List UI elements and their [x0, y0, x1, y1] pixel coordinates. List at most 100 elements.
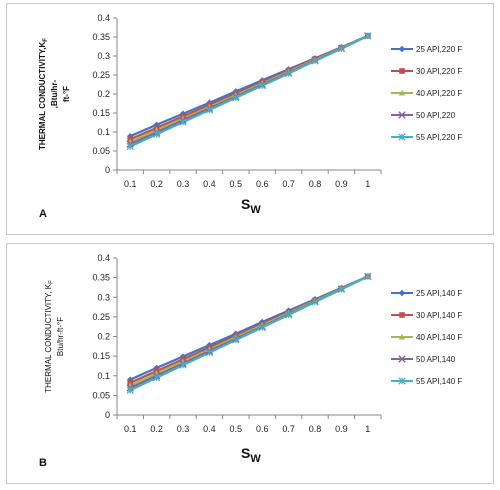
legend-item: 25 API,220 F: [391, 38, 500, 60]
chart-legend: 25 API,220 F 30 API,220 F 40 API,220 F 50 A…: [391, 38, 500, 148]
x-tick-label: 0.7: [282, 424, 295, 434]
legend-swatch: [391, 111, 413, 119]
legend-label: 25 API,220 F: [416, 44, 463, 54]
y-tick-label: 0.15: [92, 108, 110, 118]
y-tick-label: 0.2: [97, 332, 110, 342]
x-tick-label: 0.8: [309, 179, 322, 189]
legend-label: 25 API,140 F: [416, 288, 463, 298]
legend-swatch: [391, 133, 413, 141]
legend-marker: [398, 133, 406, 141]
x-tick-label: 0.1: [124, 424, 137, 434]
x-tick-label: 0.1: [124, 179, 137, 189]
data-point: [258, 82, 266, 90]
y-tick-label: 0.4: [97, 13, 110, 23]
chart-legend: 25 API,140 F 30 API,140 F 40 API,140 F 50 A…: [391, 282, 500, 392]
data-point: [205, 348, 214, 357]
y-tick-label: 0: [105, 410, 110, 420]
legend-swatch: [391, 377, 413, 385]
legend-swatch: [391, 68, 413, 74]
chart-panel-b: 0 0.05 0.1 0.15 0.2 0.25 0.3 0.35 0.4 0.1 0.2 0.3 0.…: [6, 243, 494, 484]
legend-item: 30 API,140 F: [391, 304, 500, 326]
legend-item: 40 API,220 F: [391, 82, 500, 104]
chart-svg: 0 0.05 0.1 0.15 0.2 0.25 0.3 0.35 0.4 0.1 0.2 0.3 0.…: [39, 253, 382, 469]
legend-item: 55 API,220 F: [391, 126, 500, 148]
legend-marker: [398, 89, 406, 96]
legend-item: 55 API,140 F: [391, 370, 500, 392]
series-line: [129, 34, 369, 148]
data-point: [205, 106, 214, 114]
x-tick-label: 0.5: [230, 424, 243, 434]
legend-label: 50 API,220: [416, 110, 456, 120]
legend-label: 30 API,220 F: [416, 66, 463, 76]
legend-label: 50 API,140: [416, 354, 456, 364]
chart-panel-a: 0 0.05 0.1 0.15 0.2 0.25 0.3 0.35 0.4 0.1 0.2 0.3 0.…: [6, 3, 494, 235]
x-tick-label: 0.2: [150, 424, 163, 434]
legend-swatch: [391, 333, 413, 340]
y-tick-label: 0.3: [97, 51, 110, 61]
y-tick-label: 0.25: [92, 70, 110, 80]
y-tick-label: 0.3: [97, 292, 110, 302]
legend-marker: [399, 312, 405, 318]
x-tick-label: 0.4: [203, 424, 216, 434]
x-tick-label: 0.3: [177, 424, 190, 434]
legend-item: 50 API,140: [391, 348, 500, 370]
data-point: [179, 361, 187, 369]
data-point: [364, 272, 372, 281]
legend-item: 30 API,220 F: [391, 60, 500, 82]
data-point: [284, 311, 293, 319]
legend-swatch: [391, 312, 413, 318]
data-point: [152, 374, 161, 382]
legend-label: 55 API,140 F: [416, 376, 463, 386]
y-axis-title: THERMAL CONDUCTIVITY, KF: [44, 280, 55, 393]
x-tick-label: 1: [365, 179, 370, 189]
x-tick-label: 0.4: [203, 179, 216, 189]
x-tick-label: 0.9: [335, 179, 348, 189]
legend-label: 55 API,220 F: [416, 132, 463, 142]
y-tick-label: 0.1: [97, 371, 110, 381]
y-axis-title: ,Btu/hr-: [50, 79, 59, 108]
legend-marker: [398, 355, 406, 363]
y-tick-label: 0: [105, 165, 110, 175]
x-tick-label: 0.3: [177, 179, 190, 189]
data-point: [179, 118, 187, 126]
data-point: [311, 57, 319, 65]
x-axis-title: SW: [241, 445, 261, 465]
x-tick-label: 1: [365, 424, 370, 434]
legend-swatch: [391, 45, 413, 53]
y-tick-label: 0.15: [92, 351, 110, 361]
data-point: [337, 285, 346, 294]
chart-svg: 0 0.05 0.1 0.15 0.2 0.25 0.3 0.35 0.4 0.1 0.2 0.3 0.…: [38, 13, 382, 220]
legend-swatch: [391, 289, 413, 297]
x-tick-label: 0.2: [150, 179, 163, 189]
x-tick-label: 0.8: [309, 424, 322, 434]
legend-marker: [398, 45, 406, 53]
legend-marker: [398, 111, 406, 119]
y-tick-label: 0.05: [92, 390, 110, 400]
legend-marker: [399, 68, 405, 74]
y-axis-title: THERMAL CONDUCTIVITY,KF: [38, 38, 49, 150]
legend-marker: [398, 289, 406, 297]
legend-swatch: [391, 89, 413, 96]
data-point: [126, 142, 134, 151]
data-point: [337, 45, 346, 53]
y-tick-label: 0.35: [92, 273, 110, 283]
y-tick-label: 0.35: [92, 32, 110, 42]
y-tick-label: 0.4: [97, 253, 110, 263]
legend-label: 30 API,140 F: [416, 310, 463, 320]
legend-item: 40 API,140 F: [391, 326, 500, 348]
x-tick-label: 0.7: [282, 179, 295, 189]
data-point: [258, 323, 266, 332]
x-tick-label: 0.6: [256, 179, 269, 189]
panel-label: A: [39, 208, 47, 220]
data-point: [232, 336, 240, 344]
x-axis-title: SW: [241, 196, 261, 216]
y-axis-title: Btu/hr-ft-°F: [56, 317, 65, 356]
data-point: [311, 298, 319, 306]
data-point: [284, 69, 293, 78]
y-tick-label: 0.25: [92, 312, 110, 322]
legend-marker: [398, 377, 406, 385]
data-point: [232, 94, 240, 102]
data-point: [126, 386, 134, 394]
x-tick-label: 0.9: [335, 424, 348, 434]
data-point: [152, 130, 161, 138]
